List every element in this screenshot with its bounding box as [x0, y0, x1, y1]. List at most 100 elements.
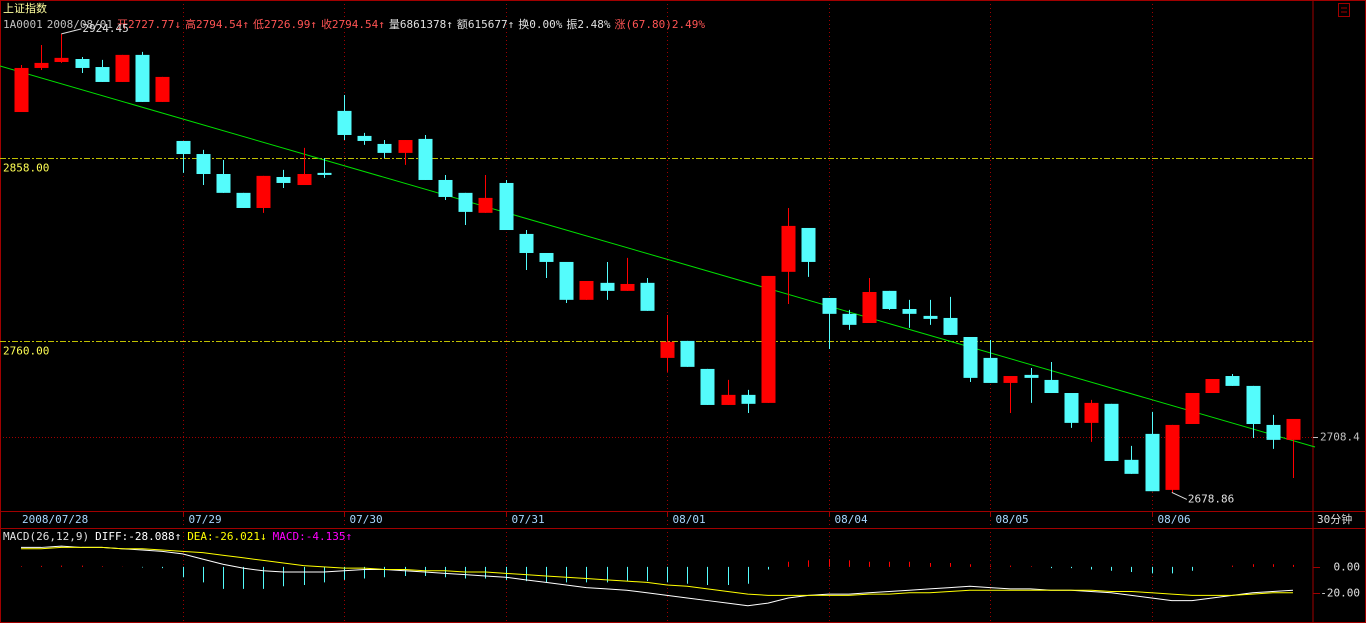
candle-body	[1225, 376, 1240, 386]
x-tick-label: 08/06	[1158, 513, 1191, 526]
candle-body	[559, 261, 574, 300]
candle-body	[539, 252, 554, 262]
candle-body	[1165, 424, 1180, 490]
candle-body	[620, 283, 635, 291]
x-tick-label: 08/01	[673, 513, 706, 526]
candle-body	[75, 58, 90, 68]
x-tick-label: 2008/07/28	[22, 513, 88, 526]
candle-body	[1084, 402, 1099, 423]
candle-body	[14, 67, 29, 113]
info-item: 量6861378↑	[389, 18, 453, 31]
y-tick-label: 0.00	[1334, 561, 1361, 574]
candle-body	[176, 140, 191, 155]
candle-body	[761, 275, 776, 403]
candle-body	[781, 225, 796, 272]
candle-body	[600, 282, 615, 291]
high-label: 2924.45	[82, 22, 128, 35]
candle-body	[923, 315, 938, 319]
info-item: 振2.48%	[566, 17, 610, 31]
info-item: 高2794.54↑	[185, 17, 249, 31]
candle-body	[1104, 403, 1119, 461]
candle-body	[579, 280, 594, 300]
candle-body	[438, 179, 453, 197]
candle-body	[1205, 379, 1220, 394]
period-label[interactable]: 30分钟	[1317, 512, 1352, 526]
candle-body	[1044, 379, 1059, 394]
x-tick-label: 08/05	[996, 513, 1029, 526]
x-tick-label: 07/31	[512, 513, 545, 526]
candle-body	[519, 233, 534, 253]
candle-body	[983, 357, 998, 383]
candle-body	[1266, 424, 1281, 440]
info-item: 收2794.54↑	[321, 17, 385, 31]
candle-body	[54, 57, 69, 62]
candle-body	[902, 308, 917, 314]
candle-body	[95, 67, 110, 82]
marks	[14, 28, 1301, 607]
candle-body	[1024, 374, 1039, 378]
candle-body	[256, 175, 271, 208]
candle-body	[1185, 393, 1200, 424]
candle-body	[943, 317, 958, 335]
candle-body	[721, 394, 736, 405]
panel-icon[interactable]	[1338, 3, 1350, 17]
candle-body	[801, 227, 816, 262]
candle-body	[1064, 393, 1079, 423]
high-pointer	[61, 28, 82, 35]
candle-body	[741, 394, 756, 404]
legend-entry: DEA:-26.021↓	[187, 530, 266, 543]
candle-body	[822, 297, 837, 314]
candle-body	[297, 174, 312, 186]
candle-body	[963, 336, 978, 378]
trend-line	[0, 65, 1316, 448]
candle-body	[418, 138, 433, 180]
y-tick-label: 2858.00	[3, 162, 49, 175]
legend-entry: MACD:-4.135↑	[273, 530, 352, 543]
info-item: 涨(67.80)2.49%	[615, 18, 706, 31]
candle-body	[499, 182, 514, 231]
candle-body	[478, 197, 493, 213]
candle-body	[1003, 376, 1018, 383]
candle-body	[398, 140, 413, 153]
macd-title: MACD(26,12,9)	[3, 530, 89, 543]
candle-body	[1286, 418, 1301, 440]
candle-body	[317, 172, 332, 175]
candle-body	[882, 290, 897, 309]
candle-body	[357, 135, 372, 141]
macd-line	[21, 545, 1294, 607]
y-tick-label: 2760.00	[3, 345, 49, 358]
candle-body	[236, 192, 251, 208]
candle-body	[1145, 433, 1160, 492]
info-item: 2008/08/01	[47, 18, 113, 31]
legend-entry: DIFF:-28.088↑	[95, 530, 181, 543]
candle-body	[842, 313, 857, 325]
info-item: 1A0001	[3, 18, 43, 31]
candle-body	[458, 192, 473, 212]
info-item: 换0.00%	[518, 17, 562, 31]
candle-body	[34, 62, 49, 68]
low-label: 2678.86	[1188, 492, 1234, 505]
candle-body	[115, 54, 130, 82]
last-price-label: 2708.4	[1320, 431, 1360, 444]
low-pointer	[1171, 491, 1188, 500]
candle-body	[640, 282, 655, 311]
grid	[0, 0, 1320, 623]
candle-body	[862, 292, 877, 323]
candle-body	[196, 154, 211, 175]
x-tick-label: 08/04	[835, 513, 868, 526]
candle-body	[216, 174, 231, 193]
chart-title: 上证指数	[3, 1, 47, 15]
macd-line	[21, 546, 1293, 596]
candle-body	[135, 54, 150, 102]
candle-body	[377, 143, 392, 153]
candle-body	[660, 341, 675, 358]
candle-body	[337, 110, 352, 135]
candle-body	[1246, 385, 1261, 424]
candle-body	[700, 368, 715, 405]
info-item: 额615677↑	[457, 18, 514, 31]
y-tick-label: -20.00	[1320, 587, 1360, 600]
x-tick-label: 07/30	[350, 513, 383, 526]
